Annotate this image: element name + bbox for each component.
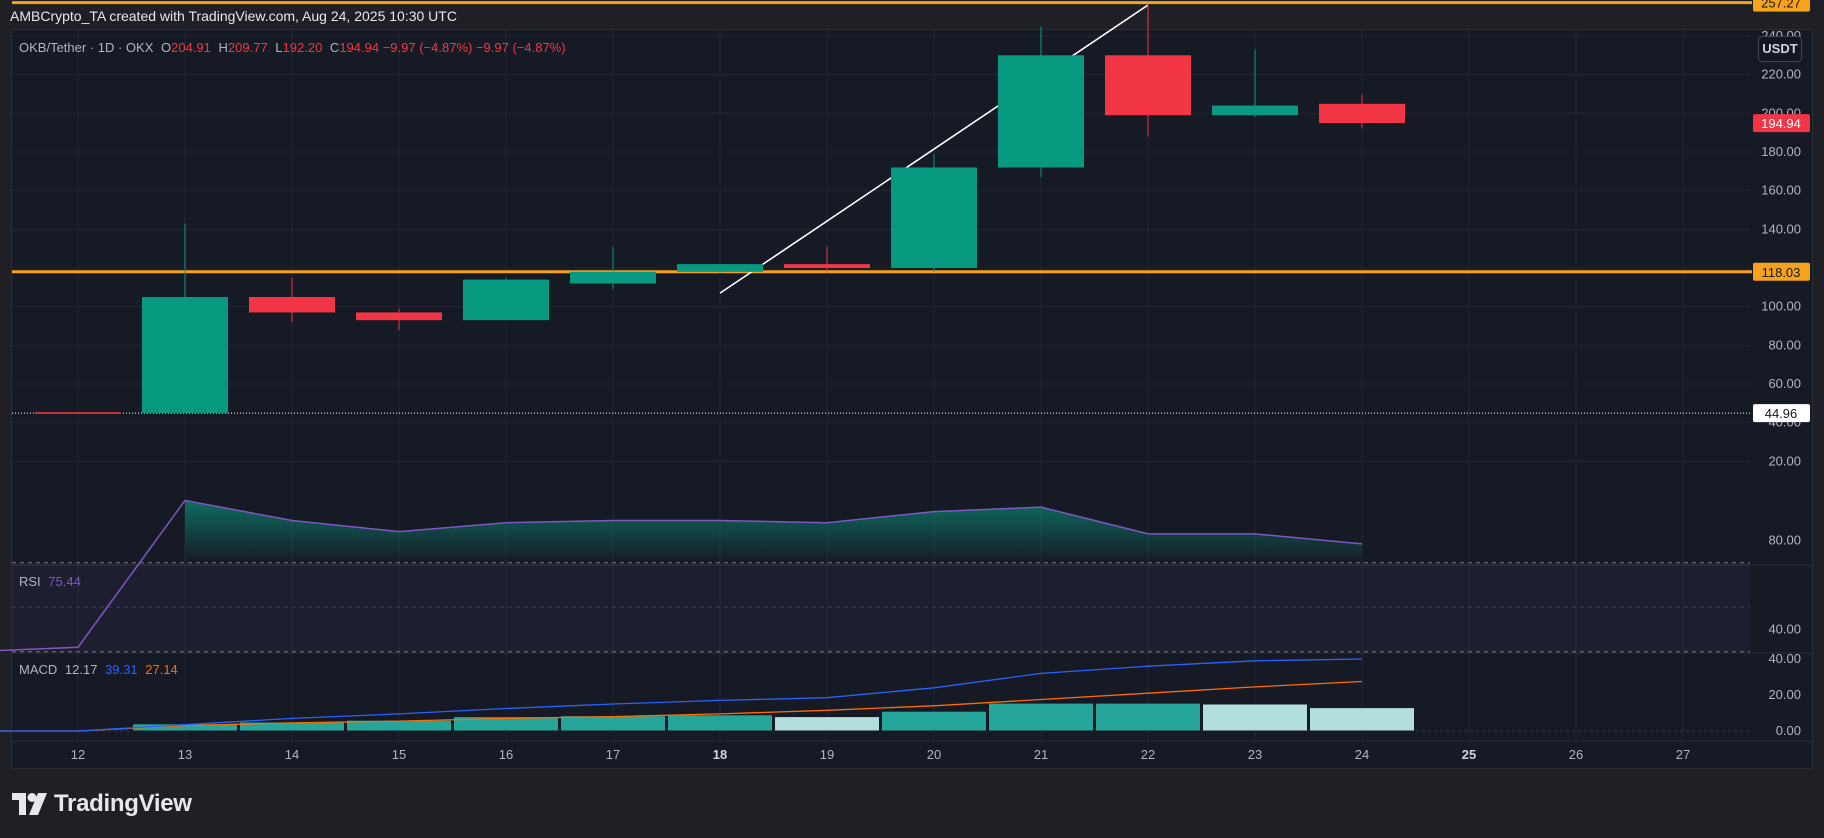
- time-axis-tick: 22: [1141, 747, 1155, 762]
- last-price-tag-bg: [1753, 114, 1810, 133]
- time-axis-tick: 23: [1248, 747, 1262, 762]
- low-value: 192.20: [282, 40, 323, 55]
- macd-axis-tick: 20.00: [1768, 687, 1801, 702]
- candle-down: [35, 412, 121, 414]
- open-value: 204.91: [171, 40, 211, 55]
- price-axis-tick: 80.00: [1768, 337, 1801, 352]
- macd-histogram-bar: [239, 721, 345, 732]
- tradingview-logo-icon: [12, 793, 47, 815]
- level-price-tag-bg: [1753, 0, 1810, 12]
- candle-up: [142, 296, 228, 413]
- rsi-band-background: [12, 562, 1750, 652]
- rsi-axis-tick: 80.00: [1768, 533, 1801, 548]
- high-label: H: [218, 40, 228, 55]
- macd-histogram-bar: [560, 715, 666, 732]
- price-axis-tick: 140.00: [1761, 221, 1801, 236]
- rsi-title: RSI: [19, 574, 41, 589]
- tradingview-logo-text: TradingView: [54, 790, 192, 817]
- time-axis-tick: 25: [1462, 747, 1476, 762]
- level-price-tag: 118.03: [1762, 265, 1801, 280]
- macd-histogram-bar: [1095, 702, 1201, 732]
- low-label: L: [275, 40, 283, 55]
- time-axis-tick: 18: [713, 747, 727, 762]
- candle-up: [463, 279, 549, 321]
- candle-up: [891, 167, 977, 268]
- macd-histogram-bar: [774, 716, 880, 732]
- macd-legend: MACD 12.17 39.31 27.14: [19, 662, 178, 677]
- rsi-line: [0, 499, 1363, 652]
- change-value-2: −9.97 (−4.87%): [475, 40, 566, 55]
- time-axis-tick: 14: [285, 747, 299, 762]
- close-value: 194.94: [339, 40, 380, 55]
- time-axis-tick: 19: [820, 747, 834, 762]
- candle-down: [249, 296, 335, 313]
- macd-signal-value: 27.14: [145, 662, 178, 677]
- candle-down: [356, 312, 442, 321]
- last-price-tag: 194.94: [1761, 116, 1801, 131]
- time-axis-tick: 16: [499, 747, 513, 762]
- macd-hist-value: 12.17: [64, 662, 98, 677]
- chart-attribution: AMBCrypto_TA created with TradingView.co…: [10, 8, 457, 24]
- change-value: −9.97 (−4.87%): [382, 40, 473, 55]
- price-axis-tick: 220.00: [1761, 67, 1801, 82]
- level-price-tag: 257.27: [1761, 0, 1801, 11]
- candle-up: [998, 55, 1084, 168]
- price-axis-tick: 60.00: [1768, 376, 1801, 391]
- macd-histogram-bar: [988, 702, 1094, 732]
- macd-histogram-bar: [881, 710, 987, 732]
- level-price-tag-bg: [1753, 262, 1810, 281]
- macd-line: [0, 658, 1363, 732]
- candle-down: [1105, 55, 1191, 116]
- level-price-tag: 44.96: [1765, 406, 1798, 421]
- price-axis-tick: 20.00: [1768, 453, 1801, 468]
- macd-line-value: 39.31: [105, 662, 138, 677]
- macd-title: MACD: [19, 662, 58, 677]
- macd-axis-tick: 40.00: [1768, 651, 1801, 666]
- macd-histogram-bar: [1309, 707, 1415, 732]
- candle-up: [677, 264, 763, 272]
- symbol-title[interactable]: OKB/Tether · 1D · OKX: [19, 40, 154, 55]
- time-axis-tick: 21: [1034, 747, 1048, 762]
- price-axis-tick: 180.00: [1761, 144, 1801, 159]
- candle-up: [570, 271, 656, 284]
- close-label: C: [329, 40, 340, 55]
- time-axis-tick: 26: [1569, 747, 1583, 762]
- time-axis-tick: 17: [606, 747, 620, 762]
- macd-histogram-bar: [346, 719, 452, 732]
- time-axis-tick: 15: [392, 747, 406, 762]
- trend-line: [719, 4, 1149, 294]
- macd-histogram-bar: [1202, 703, 1308, 732]
- macd-histogram-bar: [453, 716, 559, 732]
- rsi-legend: RSI 75.44: [19, 574, 81, 589]
- candle-down: [1319, 103, 1405, 124]
- time-axis-tick: 13: [178, 747, 192, 762]
- price-axis-tick: 160.00: [1761, 183, 1801, 198]
- rsi-overbought-fill: [185, 500, 1362, 563]
- candle-up: [1212, 105, 1298, 116]
- time-axis-tick: 27: [1676, 747, 1690, 762]
- high-value: 209.77: [227, 40, 268, 55]
- time-axis-tick: 12: [71, 747, 85, 762]
- price-axis-tick: 100.00: [1761, 299, 1801, 314]
- tradingview-logo[interactable]: TradingView: [12, 790, 192, 818]
- candle-down: [784, 264, 870, 268]
- macd-signal-line: [0, 680, 1363, 732]
- symbol-legend: OKB/Tether · 1D · OKX O204.91 H209.77 L1…: [19, 40, 566, 55]
- macd-histogram-bar: [667, 714, 773, 732]
- rsi-value: 75.44: [48, 574, 81, 589]
- rsi-axis-tick: 40.00: [1768, 622, 1801, 637]
- currency-button[interactable]: USDT: [1758, 36, 1802, 62]
- macd-axis-tick: 0.00: [1776, 723, 1801, 738]
- level-price-tag-bg: [1753, 404, 1810, 423]
- time-axis-tick: 24: [1355, 747, 1369, 762]
- open-label: O: [161, 40, 172, 55]
- time-axis-tick: 20: [927, 747, 941, 762]
